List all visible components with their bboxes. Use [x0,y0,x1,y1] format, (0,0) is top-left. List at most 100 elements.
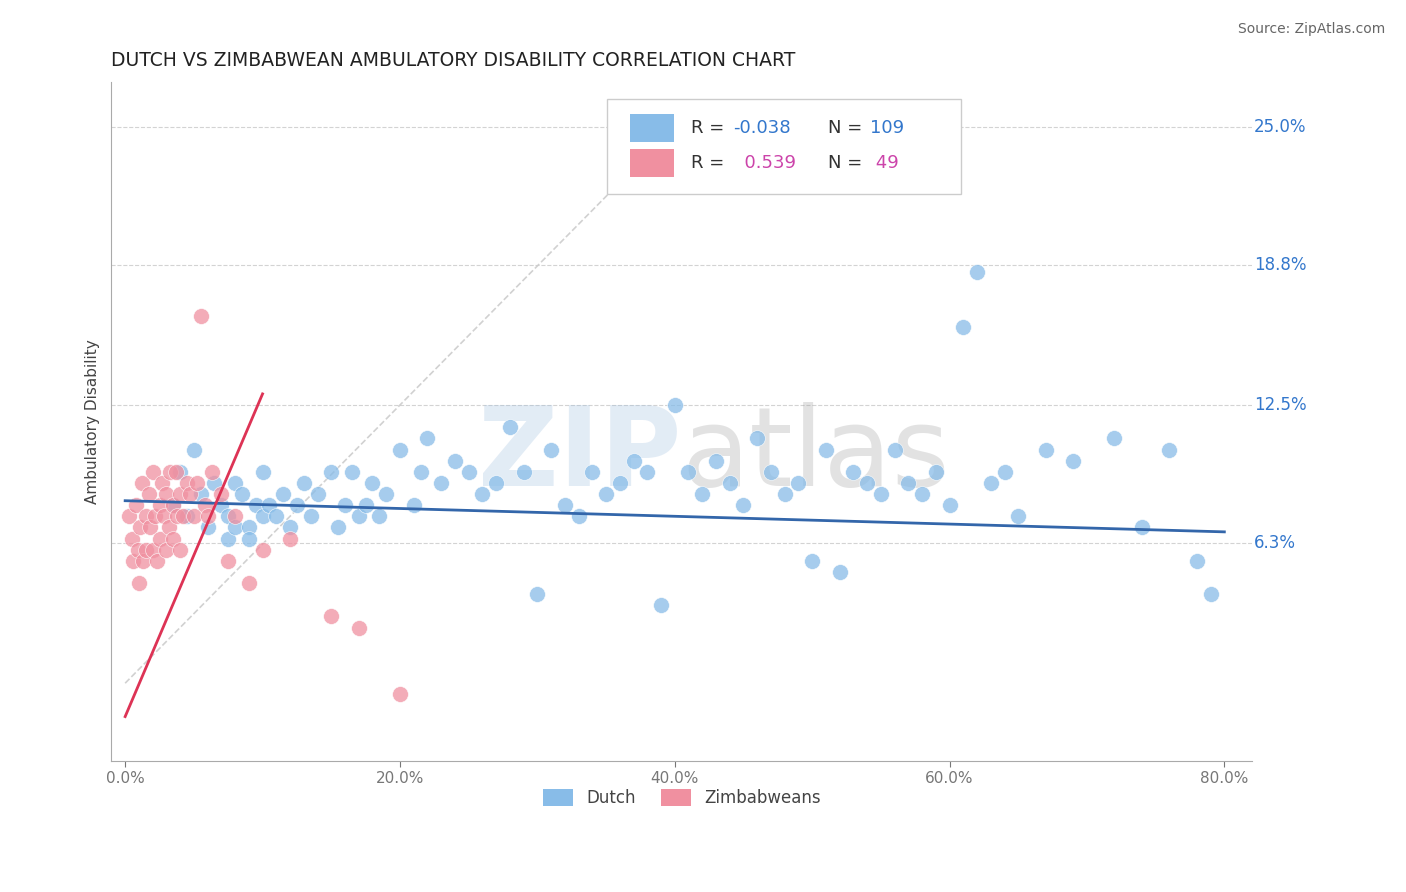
Text: DUTCH VS ZIMBABWEAN AMBULATORY DISABILITY CORRELATION CHART: DUTCH VS ZIMBABWEAN AMBULATORY DISABILIT… [111,51,796,70]
Point [636,465,658,479]
Point [139,520,162,534]
Point [340,465,363,479]
Point [118,509,141,524]
Point [444,453,467,467]
Point [183,509,205,524]
Point [122,554,145,568]
Point [1130,520,1153,534]
Point [814,442,837,457]
Point [650,599,672,613]
Point [664,398,686,412]
Point [842,465,865,479]
Point [252,542,274,557]
Point [409,465,432,479]
Point [609,475,631,490]
Point [388,687,411,701]
Point [595,487,617,501]
Point [129,520,152,534]
Point [526,587,548,601]
FancyBboxPatch shape [607,99,962,194]
Point [197,520,219,534]
Point [375,487,398,501]
Point [183,442,205,457]
Point [224,520,246,534]
Point [190,309,212,323]
Point [152,509,174,524]
Point [568,509,591,524]
Point [135,509,157,524]
Point [993,465,1015,479]
Point [142,542,165,557]
Point [361,475,384,490]
Point [1159,442,1181,457]
Point [169,465,191,479]
Point [231,487,253,501]
Point [512,465,534,479]
Point [747,431,769,445]
Point [179,487,201,501]
Point [132,554,155,568]
Point [252,509,274,524]
Point [166,509,188,524]
Point [238,532,260,546]
Point [159,465,181,479]
Point [238,520,260,534]
Point [217,532,239,546]
Point [278,520,301,534]
Legend: Dutch, Zimbabweans: Dutch, Zimbabweans [536,782,827,814]
Text: ZIP: ZIP [478,402,682,509]
Text: 109: 109 [870,119,904,136]
Point [150,475,173,490]
Point [285,498,308,512]
Point [457,465,479,479]
Point [733,498,755,512]
Point [801,554,824,568]
Point [368,509,391,524]
Text: 0.539: 0.539 [733,154,796,172]
Point [416,431,439,445]
Point [354,498,377,512]
Point [209,498,232,512]
Point [128,576,150,591]
Point [299,509,322,524]
Point [787,475,810,490]
Point [1035,442,1057,457]
Text: 18.8%: 18.8% [1254,256,1306,274]
Point [157,520,180,534]
Point [121,532,143,546]
Point [252,465,274,479]
Point [197,509,219,524]
FancyBboxPatch shape [630,149,673,178]
Point [278,532,301,546]
Point [209,487,232,501]
Point [1062,453,1084,467]
Point [925,465,948,479]
Point [162,498,184,512]
Point [554,498,576,512]
Point [131,475,153,490]
Point [471,487,494,501]
Text: atlas: atlas [682,402,950,509]
Point [321,465,343,479]
Point [938,498,960,512]
Point [581,465,603,479]
Point [135,542,157,557]
Point [704,453,727,467]
Text: N =: N = [828,119,862,136]
Point [224,509,246,524]
Point [162,498,184,512]
Point [1199,587,1222,601]
Point [162,532,184,546]
Text: -0.038: -0.038 [733,119,790,136]
Point [856,475,879,490]
Point [869,487,891,501]
Point [125,498,148,512]
Point [190,487,212,501]
Point [430,475,453,490]
Point [148,498,170,512]
Point [165,465,187,479]
Point [333,498,356,512]
Point [292,475,315,490]
Point [194,498,217,512]
Point [204,475,226,490]
